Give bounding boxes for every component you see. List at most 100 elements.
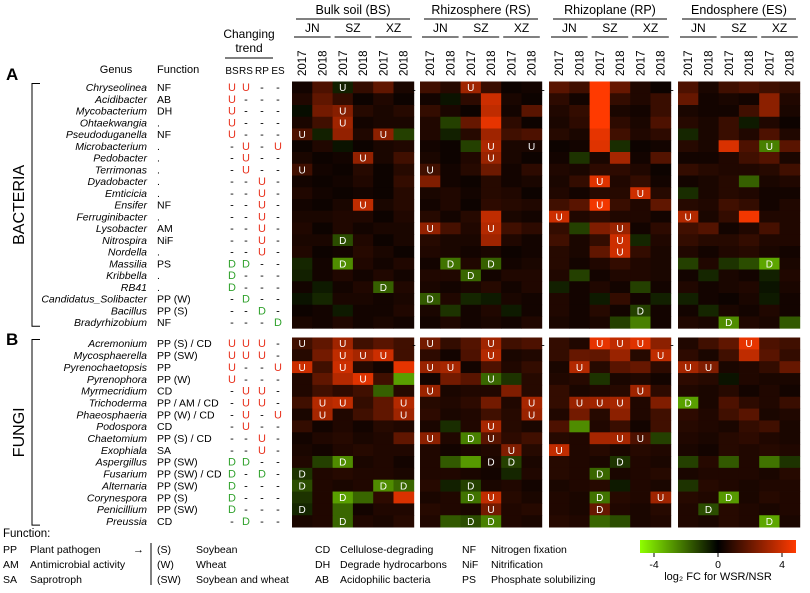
- heatmap-cell: [480, 432, 502, 445]
- heatmap-cell: [589, 128, 611, 141]
- heatmap-cell: [779, 269, 801, 282]
- genus-label: Ohtaekwangia: [80, 117, 147, 129]
- heatmap-cell: [549, 467, 570, 481]
- heatmap-cell: [759, 152, 780, 165]
- year-label: 2018: [486, 50, 498, 76]
- heatmap-cell: [630, 456, 651, 469]
- heatmap-cell: [698, 408, 719, 421]
- heatmap-cell: [678, 257, 699, 270]
- heatmap-cell: [480, 105, 502, 118]
- heatmap-cell: [609, 116, 631, 129]
- heatmap-cell: [440, 456, 461, 469]
- heatmap-cell: [332, 396, 354, 409]
- heatmap-cell: [630, 349, 651, 362]
- heatmap-cell: [332, 408, 354, 421]
- heatmap-cell: [393, 210, 415, 223]
- heatmap-cell: [779, 234, 801, 247]
- heatmap-cell: [678, 210, 699, 223]
- heatmap-cell: [292, 116, 313, 129]
- heatmap-cell: [678, 116, 699, 129]
- cell-mark: D: [339, 236, 346, 247]
- cell-mark: U: [319, 410, 326, 421]
- heatmap-cell: [718, 444, 740, 457]
- heatmap-cell: [521, 128, 543, 141]
- heatmap-cell: [738, 246, 760, 259]
- heatmap-cell: [779, 396, 801, 409]
- legend-text: Phosphate solubilizing: [491, 574, 596, 586]
- heatmap-cell: [501, 116, 522, 129]
- legend-text: Nitrification: [491, 559, 543, 571]
- heatmap-cell: [609, 456, 631, 469]
- cell-mark: U: [685, 363, 692, 374]
- heatmap-cell: [480, 93, 502, 106]
- heatmap-cell: [460, 222, 482, 235]
- trend-mark: D: [274, 317, 282, 329]
- heatmap-cell: [352, 222, 374, 235]
- trend-mark: -: [260, 374, 264, 386]
- heatmap-cell: [292, 105, 313, 118]
- function-label: DH: [157, 106, 172, 118]
- heatmap-cell: [589, 152, 611, 165]
- heatmap-cell: [759, 81, 780, 94]
- heatmap-cell: [759, 361, 780, 374]
- heatmap-cell: [332, 175, 354, 188]
- heatmap-cell: [718, 408, 740, 421]
- heatmap-cell: [393, 384, 415, 398]
- heatmap-cell: [420, 187, 441, 200]
- trend-mark: -: [276, 200, 280, 212]
- heatmap-cell: [609, 479, 631, 492]
- heatmap-cell: [630, 293, 651, 306]
- heatmap-cell: [779, 304, 801, 317]
- heatmap-cell: [480, 293, 502, 306]
- heatmap-cell: [501, 293, 522, 306]
- heatmap-cell: [373, 515, 394, 528]
- heatmap-cell: [630, 234, 651, 247]
- heatmap-cell: [480, 234, 502, 247]
- heatmap-cell: [393, 444, 415, 457]
- trend-mark: -: [230, 141, 234, 153]
- genus-label: Mycobacterium: [76, 106, 147, 118]
- heatmap-cell: [759, 199, 780, 212]
- heatmap-cell: [698, 467, 719, 481]
- cell-mark: D: [487, 458, 494, 469]
- trend-mark: U: [242, 164, 250, 176]
- heatmap-cell: [521, 246, 543, 259]
- trend-mark: -: [260, 362, 264, 374]
- heatmap-cell: [738, 361, 760, 374]
- colorbar: [640, 540, 796, 553]
- heatmap-cell: [678, 432, 699, 445]
- heatmap-cell: [440, 491, 461, 504]
- cell-mark: D: [299, 481, 306, 492]
- heatmap-cell: [332, 105, 354, 118]
- heatmap-cell: [698, 396, 719, 409]
- heatmap-cell: [738, 304, 760, 317]
- heatmap-cell: [521, 456, 543, 469]
- compartment-title: Endosphere (ES): [691, 3, 787, 17]
- trend-mark: -: [230, 317, 234, 329]
- heatmap-cell: [609, 304, 631, 317]
- heatmap-cell: [292, 210, 313, 223]
- heatmap-cell: [630, 116, 651, 129]
- heatmap-cell: [332, 444, 354, 457]
- heatmap-cell: [630, 396, 651, 409]
- heatmap-cell: [650, 479, 672, 492]
- heatmap-cell: [312, 304, 333, 317]
- heatmap-cell: [589, 491, 611, 504]
- heatmap-cell: [678, 361, 699, 374]
- function-label: .: [157, 188, 160, 200]
- cell-mark: U: [508, 446, 515, 457]
- trend-mark: -: [276, 469, 280, 481]
- heatmap-cell: [549, 304, 570, 317]
- legend-text: Cellulose-degrading: [340, 544, 434, 556]
- heatmap-cell: [312, 361, 333, 374]
- heatmap-cell: [630, 199, 651, 212]
- heatmap-cell: [501, 456, 522, 469]
- trend-mark: -: [276, 294, 280, 306]
- heatmap-cell: [779, 515, 801, 528]
- heatmap-cell: [698, 152, 719, 165]
- trend-mark: U: [258, 433, 266, 445]
- heatmap-cell: [420, 199, 441, 212]
- heatmap-cell: [738, 81, 760, 94]
- heatmap-cell: [630, 408, 651, 421]
- heatmap-cell: [609, 234, 631, 247]
